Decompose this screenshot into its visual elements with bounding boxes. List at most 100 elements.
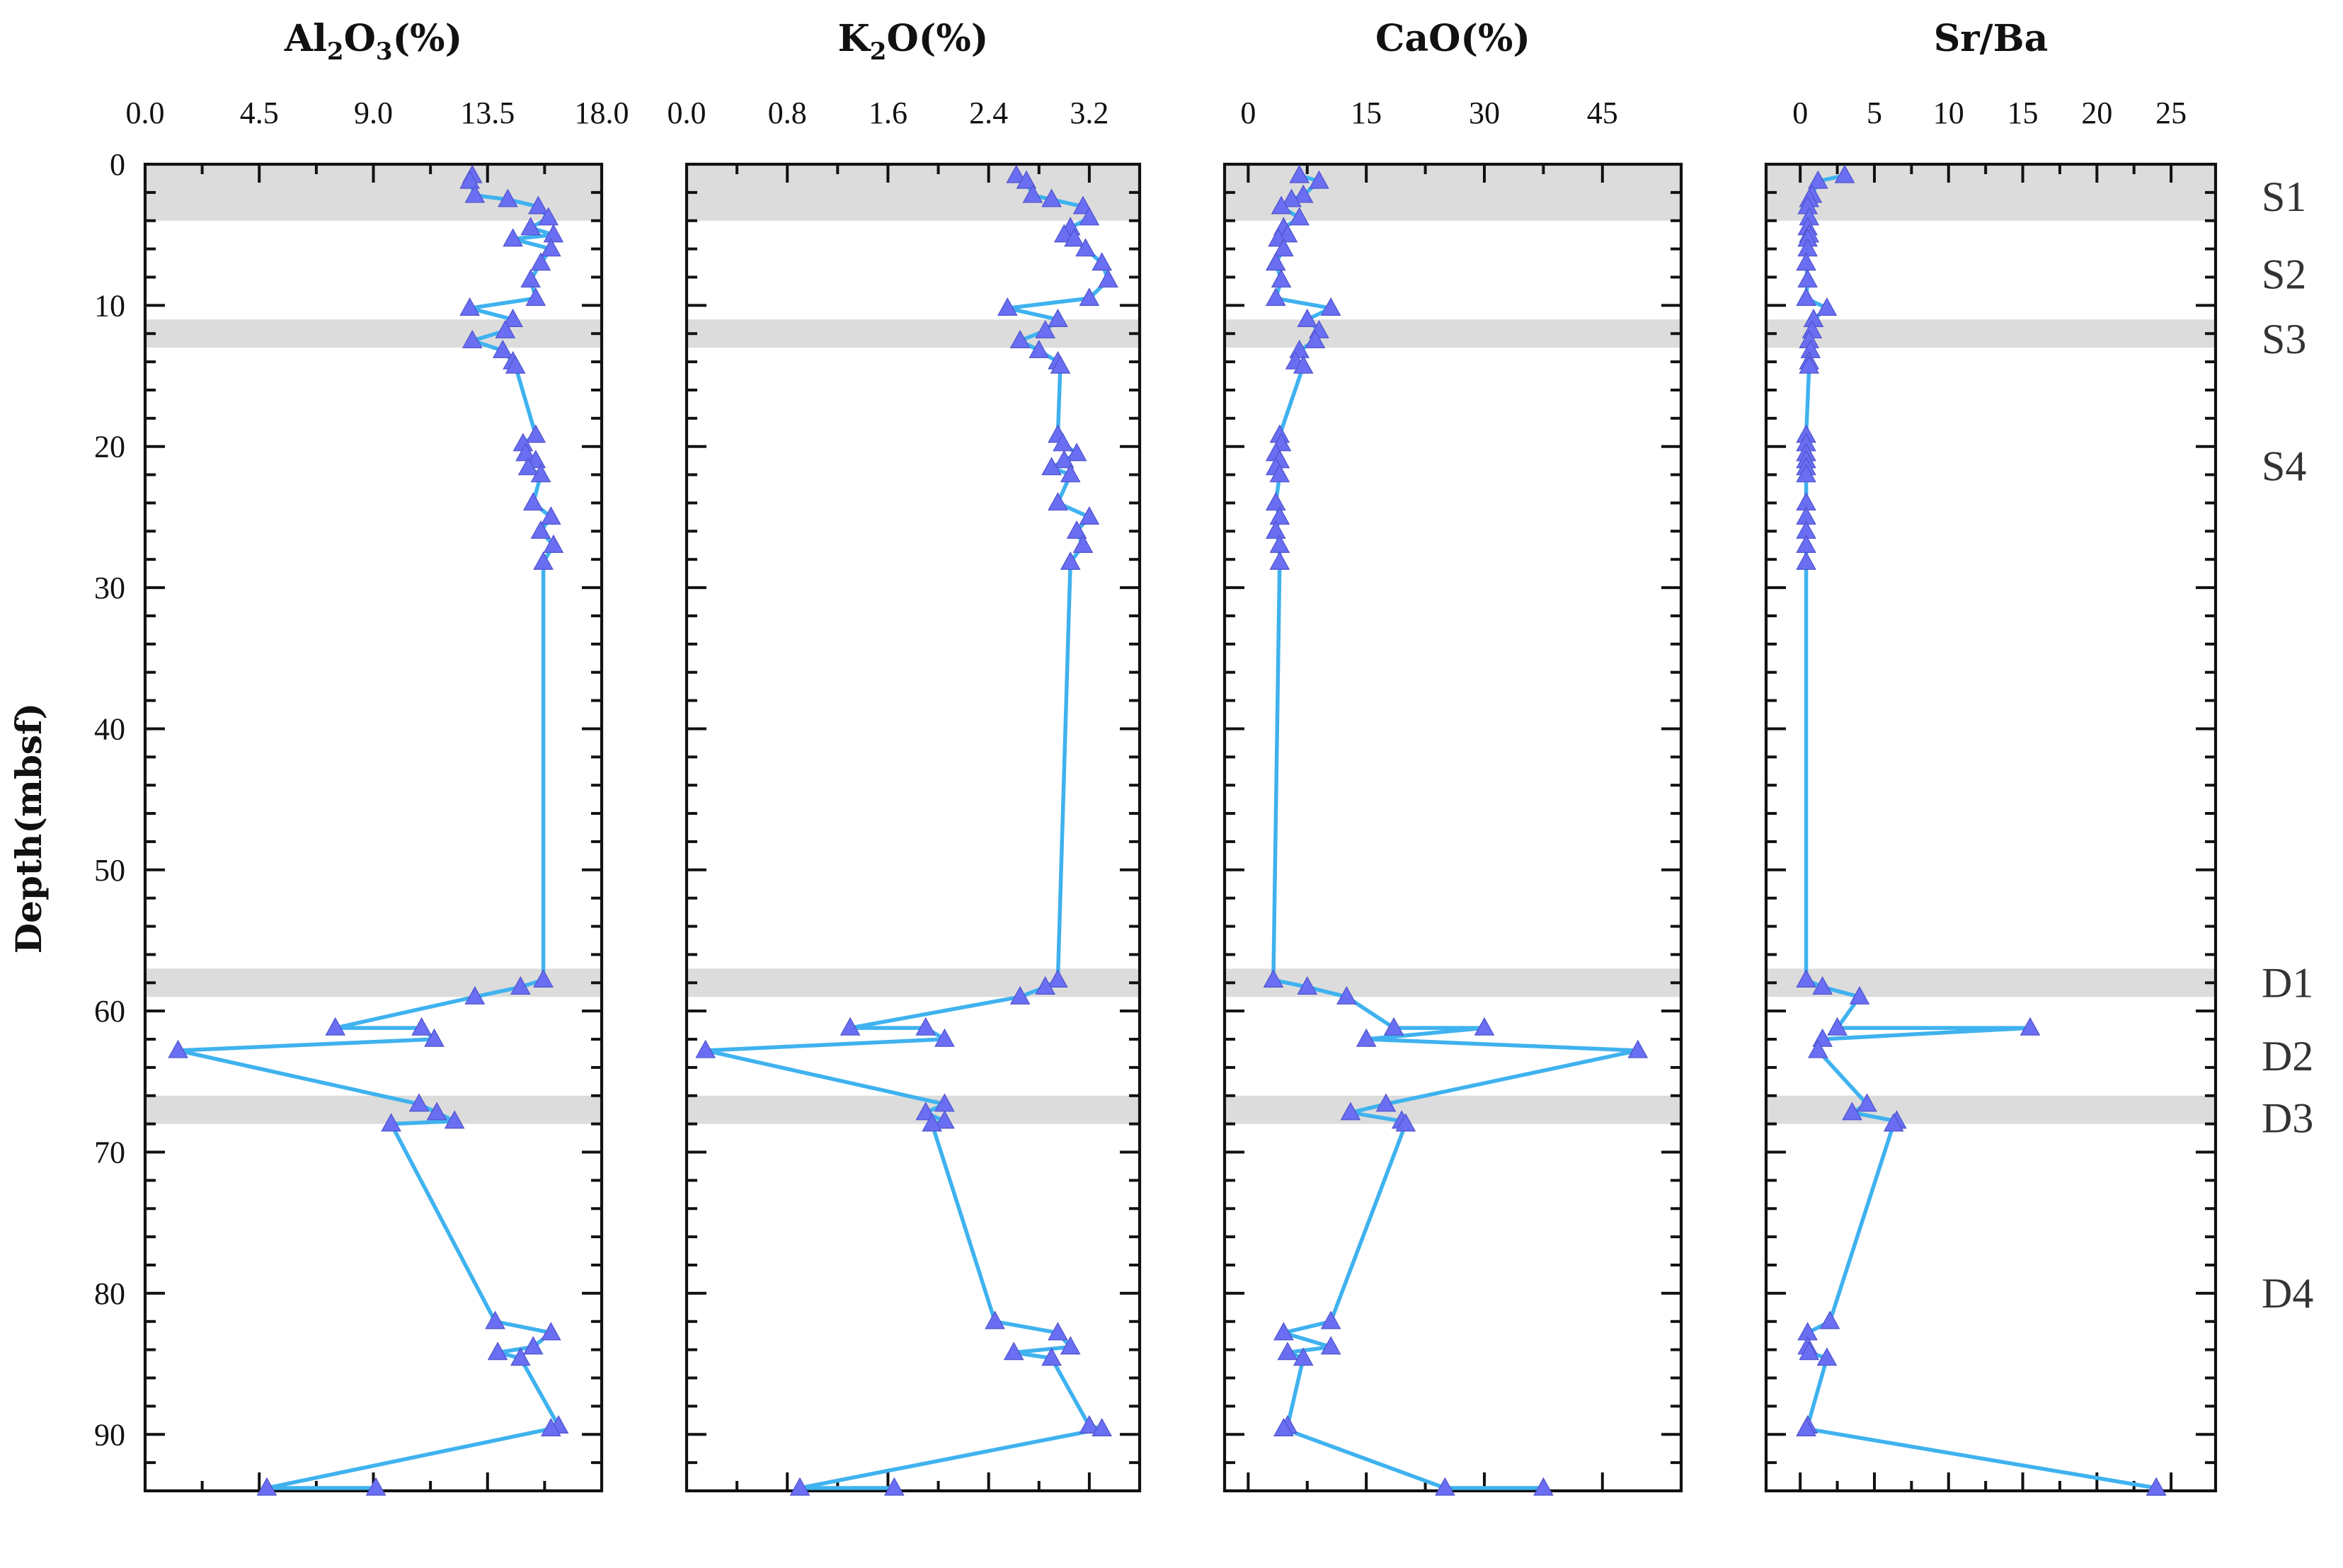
data-point — [2146, 1477, 2167, 1496]
y-tick-label: 60 — [94, 994, 125, 1029]
data-point — [1060, 551, 1081, 570]
data-point — [492, 339, 513, 358]
data-point — [1808, 1039, 1828, 1058]
data-point — [528, 195, 549, 214]
data-point — [503, 309, 523, 327]
panel-title: K2O(%) — [838, 17, 989, 66]
data-point — [1041, 1347, 1062, 1366]
data-point — [1265, 252, 1286, 271]
data-point — [1092, 252, 1112, 271]
data-point — [1297, 309, 1318, 327]
data-point — [1060, 464, 1081, 483]
data-point — [1297, 976, 1318, 995]
data-point — [510, 1347, 531, 1366]
data-point — [1320, 1310, 1341, 1329]
band-1-2 — [145, 319, 602, 348]
data-point — [1269, 551, 1290, 570]
data-point — [1009, 985, 1031, 1005]
data-point — [1273, 1418, 1294, 1436]
data-point — [530, 464, 551, 483]
data-point — [530, 252, 551, 271]
data-point — [1060, 1336, 1081, 1355]
data-point — [1383, 1017, 1404, 1036]
data-point — [541, 506, 561, 525]
data-point — [464, 184, 486, 203]
band-3-2 — [1225, 319, 1681, 348]
zone-label-S1: S1 — [2262, 173, 2306, 220]
panel-2: 0.0 0.8 1.6 2.4 3.2 — [668, 96, 1142, 1496]
zone-label-S2: S2 — [2262, 251, 2306, 298]
data-point — [1320, 297, 1341, 316]
zone-label-S3: S3 — [2262, 316, 2306, 362]
x-tick-label: 0 — [1240, 96, 1256, 130]
panel-4: 0 5 10 15 20 25 — [1764, 96, 2218, 1496]
series-line-CaO — [1271, 173, 1640, 1490]
data-point — [1053, 433, 1073, 452]
data-point — [1533, 1477, 1554, 1496]
zone-label-D3: D3 — [2262, 1095, 2313, 1142]
y-tick-label: 80 — [94, 1276, 125, 1311]
data-point — [1336, 985, 1357, 1005]
panel-labels: Al2O3(%) K2O(%) CaO(%) Sr/Ba010203040506070… — [94, 17, 2313, 1452]
band-2-1 — [687, 164, 1140, 221]
series-line-Sr/Ba — [1804, 173, 2157, 1490]
data-point — [462, 329, 483, 348]
data-point — [1271, 195, 1292, 214]
y-tick-label: 0 — [110, 147, 125, 182]
data-point — [1263, 969, 1284, 988]
data-point — [530, 520, 551, 539]
data-point — [525, 424, 546, 443]
data-point — [510, 976, 531, 995]
data-point — [1883, 1113, 1904, 1132]
band-4-4 — [1766, 1095, 2216, 1124]
data-point — [1375, 1093, 1397, 1112]
data-point — [1857, 1093, 1877, 1112]
data-point — [1265, 287, 1286, 307]
data-point — [1309, 170, 1329, 189]
y-tick-label: 50 — [94, 853, 125, 888]
data-point — [495, 320, 516, 338]
data-point — [503, 228, 523, 247]
zone-label-D2: D2 — [2262, 1033, 2313, 1080]
band-1-4 — [145, 1095, 602, 1124]
x-tick-label: 0.8 — [768, 96, 807, 130]
data-point — [1293, 355, 1314, 374]
data-point — [789, 1477, 810, 1496]
data-point — [1079, 207, 1100, 226]
data-point — [1808, 170, 1828, 189]
data-point — [1281, 188, 1302, 207]
data-point — [1289, 164, 1310, 183]
band-4-3 — [1766, 968, 2216, 997]
data-point — [1041, 188, 1062, 207]
x-tick-label: 10 — [1933, 96, 1964, 130]
data-point — [1277, 1341, 1298, 1361]
data-point — [1340, 1101, 1361, 1121]
x-tick-label: 15 — [2007, 96, 2039, 130]
data-point — [1066, 442, 1087, 462]
data-point — [533, 551, 554, 570]
data-point — [1048, 492, 1068, 511]
data-point — [1098, 269, 1118, 288]
y-axis-label: Depth(mbsf) — [8, 703, 50, 954]
data-point — [459, 297, 480, 316]
data-point — [1395, 1113, 1416, 1132]
data-point — [520, 217, 541, 236]
data-point — [1054, 450, 1075, 469]
data-point — [1356, 1028, 1377, 1047]
data-point — [1022, 184, 1043, 203]
data-point — [1842, 1101, 1862, 1121]
data-point — [1796, 1418, 1816, 1436]
data-point — [520, 269, 541, 288]
panel-3: 0 15 30 45 — [1222, 96, 1683, 1496]
data-point — [424, 1028, 445, 1047]
data-point — [408, 1093, 430, 1112]
data-point — [1064, 228, 1084, 247]
data-point — [997, 297, 1018, 316]
x-tick-label: 1.6 — [869, 96, 907, 130]
data-point — [1048, 309, 1068, 327]
data-point — [1050, 355, 1071, 374]
panel-frame — [1764, 162, 2218, 1493]
x-tick-label: 25 — [2155, 96, 2187, 130]
data-point — [985, 1310, 1005, 1329]
data-point — [2020, 1017, 2041, 1036]
